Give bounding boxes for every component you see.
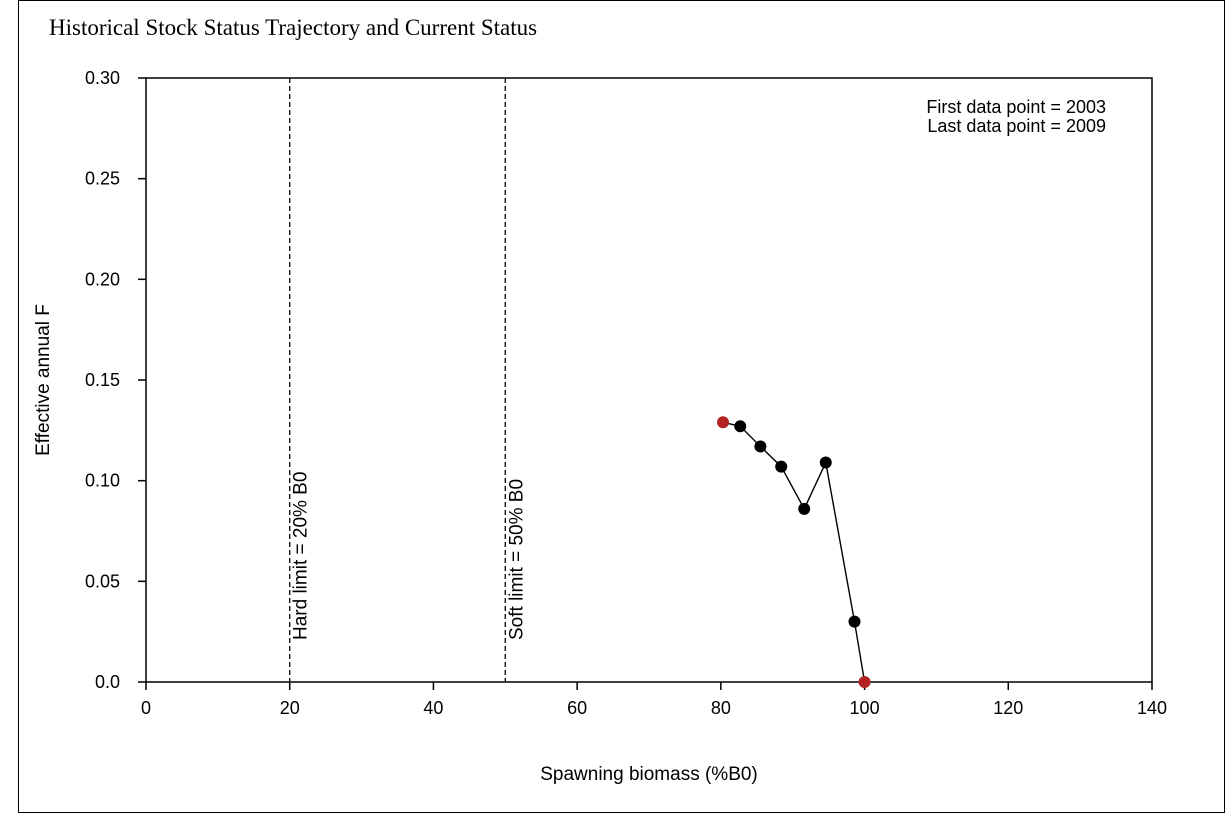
data-point: [848, 615, 861, 628]
x-tick-label: 20: [280, 698, 300, 718]
x-tick-label: 0: [141, 698, 151, 718]
data-point: [819, 456, 832, 469]
y-tick-label: 0.30: [85, 68, 120, 88]
x-tick-label: 100: [850, 698, 880, 718]
x-axis-label: Spawning biomass (%B0): [540, 764, 758, 785]
y-axis: 0.0 0.05 0.10 0.15 0.20 0.25 0.30: [85, 68, 146, 692]
reference-lines: Hard limit = 20% B0 Soft limit = 50% B0: [289, 78, 527, 682]
data-point: [734, 420, 747, 433]
data-point: [775, 460, 788, 473]
data-point: [858, 676, 871, 688]
annotation-last-point: Last data point = 2009: [927, 116, 1106, 136]
x-tick-label: 140: [1137, 698, 1167, 718]
series-line: [722, 421, 866, 683]
x-tick-label: 80: [711, 698, 731, 718]
chart-title: Historical Stock Status Trajectory and C…: [49, 15, 538, 40]
reference-line-label: Soft limit = 50% B0: [506, 479, 527, 640]
chart-frame: Historical Stock Status Trajectory and C…: [18, 0, 1225, 813]
y-tick-label: 0.10: [85, 471, 120, 491]
reference-line-label: Hard limit = 20% B0: [291, 472, 312, 640]
annotation-first-point: First data point = 2003: [926, 97, 1106, 117]
y-tick-label: 0.15: [85, 370, 120, 390]
data-point: [754, 440, 767, 453]
data-point: [798, 502, 811, 515]
y-tick-label: 0.0: [95, 672, 120, 692]
data-point: [717, 416, 730, 429]
x-axis: 0 20 40 60 80 100 120 140: [141, 682, 1167, 718]
y-tick-label: 0.25: [85, 169, 120, 189]
x-tick-label: 60: [567, 698, 587, 718]
data-series: [717, 416, 871, 688]
y-tick-label: 0.05: [85, 571, 120, 591]
y-tick-label: 0.20: [85, 269, 120, 289]
x-tick-label: 40: [423, 698, 443, 718]
y-axis-label: Effective annual F: [33, 304, 54, 456]
x-tick-label: 120: [993, 698, 1023, 718]
